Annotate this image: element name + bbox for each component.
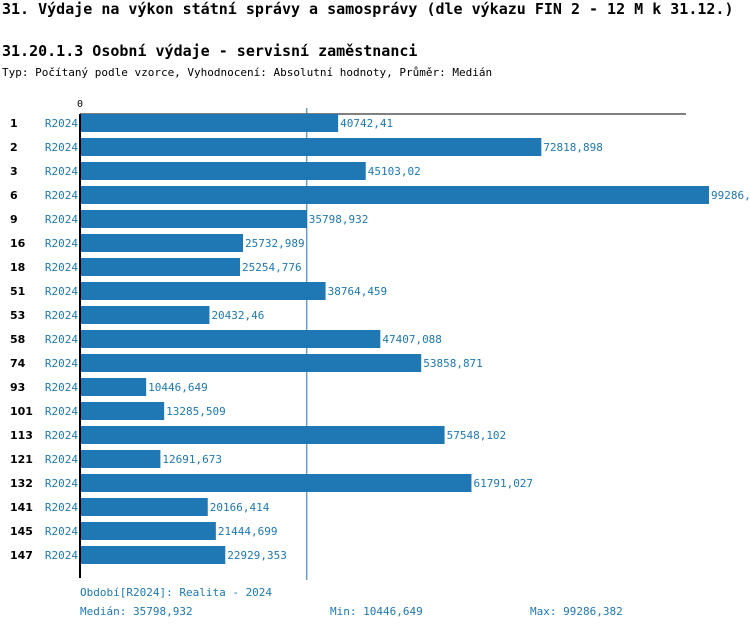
category-label: 74	[10, 357, 26, 370]
category-label: 132	[10, 477, 33, 490]
series-label: R2024	[45, 189, 78, 202]
category-label: 9	[10, 213, 18, 226]
value-label: 21444,699	[218, 525, 278, 538]
footer-min: Min: 10446,649	[330, 605, 423, 618]
series-label: R2024	[45, 165, 78, 178]
series-label: R2024	[45, 453, 78, 466]
value-label: 20166,414	[210, 501, 270, 514]
bar	[80, 402, 165, 420]
value-label: 25254,776	[242, 261, 302, 274]
series-label: R2024	[45, 357, 78, 370]
category-label: 145	[10, 525, 33, 538]
page-title: 31. Výdaje na výkon státní správy a samo…	[2, 0, 734, 18]
bar	[80, 498, 208, 516]
category-label: 93	[10, 381, 25, 394]
value-label: 25732,989	[245, 237, 305, 250]
value-label: 45103,02	[368, 165, 421, 178]
axis-zero-label: 0	[77, 99, 83, 110]
series-label: R2024	[45, 549, 78, 562]
bar	[80, 138, 542, 156]
bar	[80, 426, 445, 444]
value-label: 40742,41	[340, 117, 393, 130]
category-label: 51	[10, 285, 25, 298]
bar	[80, 162, 366, 180]
series-label: R2024	[45, 333, 78, 346]
bar	[80, 282, 326, 300]
bar	[80, 186, 709, 204]
series-label: R2024	[45, 405, 78, 418]
category-label: 2	[10, 141, 18, 154]
value-label: 12691,673	[162, 453, 222, 466]
series-label: R2024	[45, 261, 78, 274]
category-label: 53	[10, 309, 25, 322]
bar	[80, 450, 161, 468]
series-label: R2024	[45, 501, 78, 514]
value-label: 10446,649	[148, 381, 208, 394]
bar	[80, 522, 216, 540]
bar	[80, 378, 147, 396]
category-label: 6	[10, 189, 18, 202]
chart-description: Typ: Počítaný podle vzorce, Vyhodnocení:…	[2, 66, 493, 79]
category-label: 18	[10, 261, 25, 274]
value-label: 35798,932	[309, 213, 369, 226]
category-label: 1	[10, 117, 18, 130]
bar	[80, 210, 307, 228]
series-label: R2024	[45, 213, 78, 226]
category-label: 121	[10, 453, 33, 466]
bar	[80, 546, 226, 564]
chart-subtitle: 31.20.1.3 Osobní výdaje - servisní zaměs…	[2, 42, 418, 60]
footer-max: Max: 99286,382	[530, 605, 623, 618]
series-label: R2024	[45, 117, 78, 130]
series-label: R2024	[45, 141, 78, 154]
category-label: 16	[10, 237, 26, 250]
value-label: 57548,102	[447, 429, 507, 442]
category-label: 3	[10, 165, 18, 178]
footer-period: Období[R2024]: Realita - 2024	[80, 586, 273, 599]
bar	[80, 258, 240, 276]
category-label: 58	[10, 333, 25, 346]
value-label: 99286,382	[711, 189, 750, 202]
value-label: 53858,871	[423, 357, 483, 370]
bar	[80, 306, 210, 324]
value-label: 61791,027	[473, 477, 533, 490]
bar	[80, 474, 472, 492]
series-label: R2024	[45, 381, 78, 394]
bar	[80, 114, 339, 132]
value-label: 72818,898	[543, 141, 603, 154]
bar	[80, 330, 381, 348]
value-label: 13285,509	[166, 405, 226, 418]
value-label: 47407,088	[382, 333, 442, 346]
series-label: R2024	[45, 525, 78, 538]
series-label: R2024	[45, 477, 78, 490]
category-label: 147	[10, 549, 33, 562]
value-label: 20432,46	[211, 309, 264, 322]
footer-median: Medián: 35798,932	[80, 605, 193, 618]
series-label: R2024	[45, 237, 78, 250]
bar	[80, 234, 244, 252]
value-label: 22929,353	[227, 549, 287, 562]
series-label: R2024	[45, 429, 78, 442]
series-label: R2024	[45, 309, 78, 322]
category-label: 113	[10, 429, 33, 442]
bar	[80, 354, 422, 372]
category-label: 141	[10, 501, 33, 514]
category-label: 101	[10, 405, 33, 418]
value-label: 38764,459	[328, 285, 388, 298]
bar-chart: 0 1 R2024 40742,41 2 R2024 72818,898 3 R2024 4510…	[10, 99, 750, 580]
series-label: R2024	[45, 285, 78, 298]
